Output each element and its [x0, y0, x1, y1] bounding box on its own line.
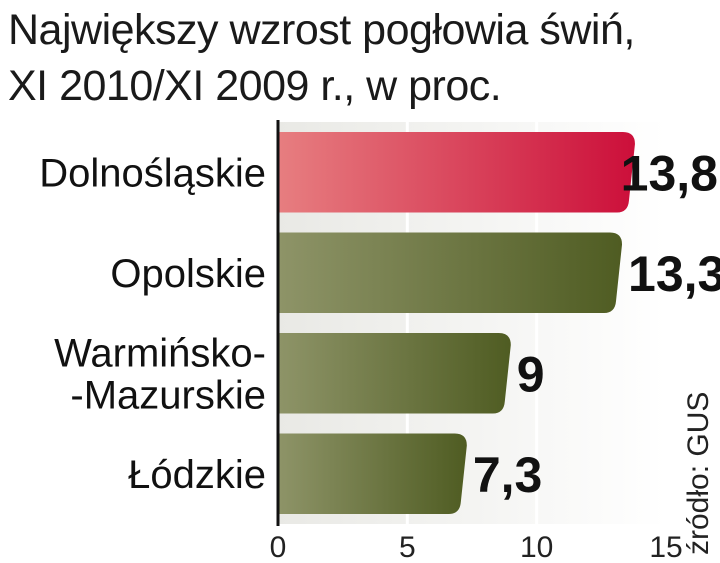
bar — [278, 132, 635, 213]
category-label: Warmińsko--Mazurskie — [54, 331, 266, 417]
category-label: Łódzkie — [128, 453, 266, 497]
chart-subtitle: XI 2010/XI 2009 r., w proc. — [8, 62, 502, 110]
value-label: 13,3 — [628, 246, 720, 302]
source-label: źródło: GUS — [682, 392, 715, 555]
bar — [278, 232, 623, 313]
value-label: 9 — [517, 346, 545, 402]
x-tick-label: 5 — [399, 531, 416, 563]
category-label: Dolnośląskie — [39, 151, 266, 195]
x-tick-label: 0 — [270, 531, 287, 563]
category-label: Opolskie — [110, 252, 266, 296]
value-label: 7,3 — [473, 447, 543, 503]
x-tick-label: 15 — [649, 531, 682, 563]
chart-title-block: Największy wzrost pogłowia świń, XI 2010… — [8, 2, 708, 114]
value-label: 13,8 — [621, 145, 718, 201]
bar — [278, 433, 467, 514]
x-tick-label: 10 — [520, 531, 553, 563]
chart-title: Największy wzrost pogłowia świń, — [8, 6, 635, 54]
bar — [278, 333, 511, 414]
